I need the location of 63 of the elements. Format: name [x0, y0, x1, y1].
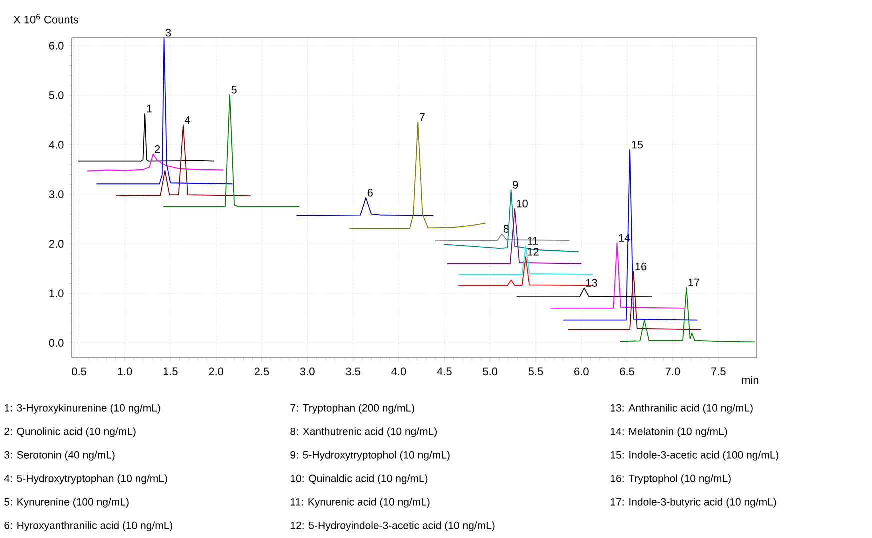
x-tick-label: 5.0 — [483, 368, 498, 376]
line-series — [349, 122, 486, 230]
x-tick-label: 3.0 — [300, 368, 315, 376]
text: 4: 5-Hydroxytryptophan (10 ng/mL) — [4, 474, 168, 484]
series-label: 10 — [517, 200, 528, 208]
x-tick-label: 7.0 — [666, 368, 680, 376]
series-label: 13 — [586, 279, 598, 287]
x-tick-label: 0.5 — [72, 368, 86, 376]
x-axis-title: min — [742, 376, 759, 384]
x-tick-label: 6.0 — [574, 368, 589, 376]
x-tick-label: 2.0 — [209, 368, 224, 376]
text: 2: Qunolinic acid (10 ng/mL) — [4, 428, 136, 438]
text: 9: 5-Hydroxytryptophol (10 ng/mL) — [290, 451, 450, 461]
y-tick-label: 0.0 — [49, 339, 64, 348]
x-tick-label: 7.5 — [712, 368, 726, 376]
y-tick-label: 2.0 — [49, 240, 64, 248]
text: 8: Xanthutrenic acid (10 ng/mL) — [290, 428, 437, 438]
series-label: 2 — [155, 146, 160, 154]
line-series — [87, 154, 224, 172]
text: 12: 5-Hydroyindole-3-acetic acid (10 ng/mL) — [291, 522, 495, 532]
series-label: 11 — [528, 237, 538, 245]
y-tick-label: 1.0 — [50, 290, 64, 298]
x-tick-label: 4.0 — [392, 368, 406, 376]
x-tick-label: 2.5 — [254, 368, 270, 376]
series-label: 1 — [147, 105, 152, 113]
text: 14: Melatonin (10 ng/mL) — [611, 428, 728, 438]
x-tick-label: 5.5 — [528, 368, 544, 376]
text: 15: Indole-3-acetic acid (100 ng/mL) — [611, 451, 779, 461]
series-label: 9 — [513, 181, 518, 189]
text: 10: Quinaldic acid (10 ng/mL) — [291, 474, 428, 484]
line-series — [96, 38, 234, 185]
y-axis-title: X 10$^{6}$ Counts — [14, 14, 78, 24]
series-label: 12 — [528, 248, 539, 256]
x-tick-label: 1.0 — [118, 368, 132, 376]
y-tick-label: 4.0 — [49, 141, 64, 149]
x-tick-label: 4.5 — [437, 368, 452, 376]
text: 17: Indole-3-butyric acid (10 ng/mL) — [611, 498, 776, 508]
series-label: 15 — [632, 141, 644, 149]
series-label: 4 — [184, 116, 190, 124]
line-series — [115, 124, 252, 196]
series-label: 6 — [368, 189, 373, 197]
y-tick-label: 6.0 — [49, 42, 64, 50]
series-label: 5 — [232, 86, 237, 94]
series-label: 16 — [636, 262, 647, 271]
y-tick-label: 3.0 — [49, 190, 64, 198]
line-series — [78, 113, 215, 162]
text: 13: Anthranilic acid (10 ng/mL) — [611, 404, 753, 414]
text: 16: Tryptophol (10 ng/mL) — [611, 474, 731, 484]
series-label: 3 — [166, 29, 172, 37]
text: 5: Kynurenine (100 ng/mL) — [4, 498, 129, 508]
text: 6: Hyroxyanthranilic acid (10 ng/mL) — [4, 522, 173, 532]
x-tick-label: 1.5 — [164, 368, 178, 376]
x-tick-label: 3.5 — [346, 368, 360, 376]
text: 3: Serotonin (40 ng/mL) — [4, 451, 115, 461]
text: 11: Kynurenic acid (10 ng/mL) — [291, 498, 430, 508]
y-tick-label: 5.0 — [49, 92, 64, 100]
series-label: 17 — [688, 278, 700, 286]
text: 7: Tryptophan (200 ng/mL) — [290, 404, 414, 414]
x-tick-label: 6.5 — [620, 368, 634, 376]
series-label: 7 — [420, 113, 425, 122]
text: 1: 3-Hyroxykinurenine (10 ng/mL) — [5, 404, 160, 414]
line-series — [620, 287, 756, 343]
line-series — [296, 198, 434, 216]
